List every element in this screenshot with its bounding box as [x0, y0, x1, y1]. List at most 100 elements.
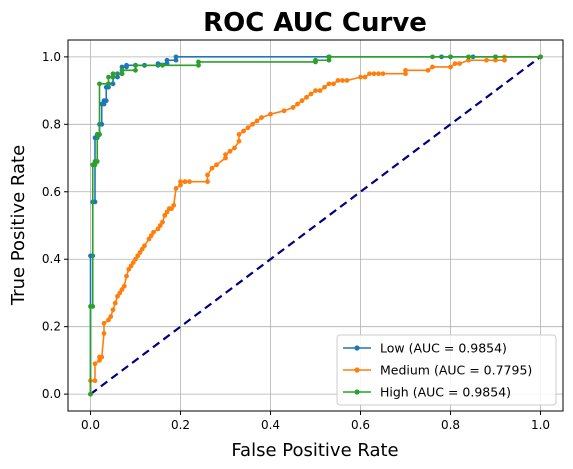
legend-marker: [354, 367, 360, 373]
data-point: [376, 71, 381, 77]
data-point: [146, 236, 152, 242]
data-point: [344, 78, 350, 83]
data-point: [281, 108, 287, 114]
data-point: [466, 54, 471, 60]
data-point: [178, 179, 183, 185]
data-point: [457, 61, 462, 67]
data-point: [92, 378, 98, 384]
data-point: [101, 101, 107, 107]
data-point: [92, 199, 98, 205]
data-point: [232, 145, 237, 151]
data-point: [326, 81, 332, 87]
x-tick-label: 0.2: [171, 418, 190, 432]
data-point: [110, 307, 116, 313]
data-point: [403, 67, 408, 73]
axis-ticks: 0.0 0.2 0.4 0.6 0.8 1.0 0.0 0.2 0.4 0.6 0.8 1.0: [42, 50, 550, 432]
data-point: [139, 246, 145, 252]
data-point: [151, 229, 156, 235]
data-point: [209, 165, 215, 171]
data-point: [117, 290, 123, 296]
data-point: [259, 115, 264, 120]
data-point: [110, 74, 116, 80]
data-point: [245, 125, 251, 131]
data-point: [126, 266, 132, 272]
data-point: [290, 105, 296, 110]
data-point: [367, 71, 372, 77]
data-point: [236, 138, 242, 144]
y-tick-label: 0.6: [42, 185, 61, 199]
data-point: [124, 273, 129, 279]
data-point: [169, 206, 174, 212]
chart-title: ROC AUC Curve: [203, 8, 427, 38]
data-point: [502, 57, 507, 63]
data-point: [137, 250, 143, 255]
data-point: [196, 62, 201, 68]
data-point: [322, 84, 327, 90]
data-point: [340, 78, 345, 83]
data-point: [380, 71, 386, 77]
x-tick-label: 0.8: [441, 418, 460, 432]
data-point: [223, 155, 228, 161]
data-point: [187, 179, 192, 185]
data-point: [130, 260, 136, 265]
data-point: [205, 172, 210, 178]
data-point: [115, 293, 120, 299]
plot-frame: [67, 39, 564, 412]
y-axis-label: True Positive Rate: [8, 145, 29, 306]
x-axis-label: False Positive Rate: [231, 440, 398, 461]
data-point: [106, 317, 111, 323]
data-point: [157, 223, 163, 228]
data-point: [101, 331, 107, 336]
data-point: [403, 71, 408, 77]
data-point: [362, 74, 368, 80]
data-point: [173, 57, 179, 63]
data-point: [493, 54, 498, 60]
series-1: [88, 54, 543, 397]
data-point: [371, 71, 377, 77]
data-point: [425, 67, 431, 73]
y-tick-label: 0.0: [42, 387, 61, 401]
data-point: [331, 81, 336, 87]
data-point: [304, 94, 309, 100]
series-2: [88, 54, 543, 397]
data-point: [313, 57, 318, 63]
data-point: [466, 57, 471, 63]
data-point: [88, 391, 93, 397]
data-point: [178, 182, 183, 188]
data-point: [106, 84, 111, 90]
data-point: [155, 226, 161, 232]
plot-area: [88, 54, 543, 397]
data-point: [317, 88, 323, 93]
data-point: [299, 98, 305, 104]
data-point: [493, 57, 498, 63]
data-point: [94, 159, 100, 164]
data-point: [99, 354, 105, 360]
data-point: [162, 212, 168, 218]
data-point: [119, 71, 125, 77]
data-point: [268, 111, 273, 117]
legend: Low (AUC = 0.9854) Medium (AUC = 0.7795) H…: [336, 334, 557, 406]
data-point: [119, 64, 125, 70]
data-point: [196, 59, 201, 65]
data-point: [164, 209, 170, 215]
legend-label: High (AUC = 0.9854): [380, 385, 511, 400]
data-point: [106, 81, 111, 87]
data-point: [160, 62, 165, 68]
data-point: [133, 62, 138, 68]
data-point: [452, 61, 458, 67]
data-point: [205, 179, 210, 185]
data-point: [97, 81, 102, 87]
data-point: [173, 186, 179, 191]
data-point: [101, 320, 107, 326]
x-tick-label: 0.0: [81, 418, 100, 432]
data-point: [92, 361, 98, 367]
data-point: [142, 243, 147, 249]
data-point: [110, 81, 116, 87]
data-point: [214, 162, 219, 168]
data-point: [97, 358, 102, 363]
data-point: [164, 57, 170, 63]
legend-marker: [354, 345, 360, 351]
data-point: [160, 219, 165, 225]
data-point: [106, 74, 111, 80]
data-point: [227, 148, 233, 154]
